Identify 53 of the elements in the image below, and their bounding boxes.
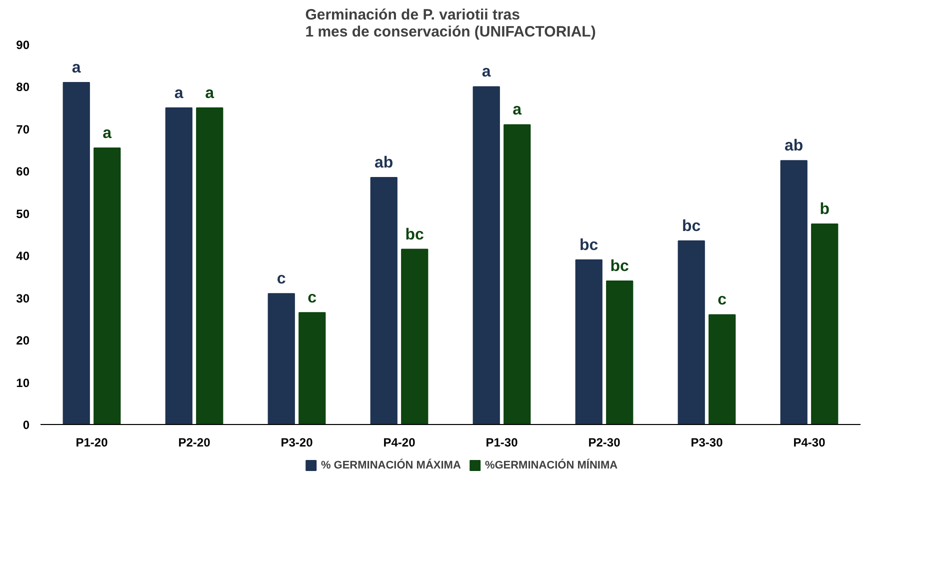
x-tick-label: P1-20 <box>76 436 108 450</box>
chart-title: Germinación de P. variotii tras 1 mes de conservación (UNIFACTORIAL) <box>305 6 596 40</box>
bar <box>678 240 705 424</box>
data-label: a <box>174 84 184 102</box>
bar <box>811 223 838 424</box>
data-label: bc <box>610 258 630 275</box>
y-tick-label: 10 <box>16 376 30 390</box>
bar <box>94 147 121 424</box>
data-label: ab <box>374 154 394 172</box>
data-label: bc <box>580 236 598 254</box>
data-label: c <box>276 270 286 288</box>
y-tick-label: 0 <box>22 418 30 432</box>
data-label: c <box>308 290 317 307</box>
bar <box>780 160 808 424</box>
bar <box>62 82 90 424</box>
bar <box>575 259 602 424</box>
x-tick-label: P4-20 <box>383 436 416 450</box>
legend-label: % GERMINACIÓN MÁXIMA <box>320 458 461 472</box>
y-tick-label: 20 <box>16 334 30 348</box>
bar <box>708 314 736 424</box>
x-tick-label: P1-30 <box>486 436 518 450</box>
x-tick-label: P2-20 <box>178 436 211 450</box>
y-tick-label: 90 <box>16 38 30 52</box>
data-label: bc <box>405 226 424 244</box>
x-tick-label: P4-30 <box>793 436 826 450</box>
bar <box>298 312 326 424</box>
bar <box>268 293 295 424</box>
data-label: a <box>205 84 214 102</box>
legend-label: %GERMINACIÓN MÍNIMA <box>484 458 618 472</box>
y-tick-label: 40 <box>16 249 30 264</box>
y-tick-label: 70 <box>16 122 30 136</box>
data-label: ab <box>784 138 804 155</box>
data-label: a <box>482 64 491 81</box>
data-label: a <box>102 124 112 142</box>
x-tick-label: P2-30 <box>588 436 621 450</box>
data-label: b <box>820 200 830 218</box>
y-tick-label: 80 <box>16 80 30 94</box>
data-label: a <box>72 60 81 76</box>
bar <box>165 107 192 424</box>
y-tick-label: 60 <box>16 164 30 179</box>
bar <box>401 248 428 424</box>
data-label: a <box>512 102 522 119</box>
y-tick-label: 50 <box>16 206 30 221</box>
data-label: c <box>718 292 727 309</box>
bar <box>370 177 398 424</box>
x-tick-label: P3-30 <box>690 436 724 450</box>
bar <box>504 124 531 424</box>
bar <box>472 86 500 424</box>
bar <box>606 280 634 424</box>
y-tick-label: 30 <box>16 291 30 306</box>
x-tick-label: P3-20 <box>280 436 314 450</box>
bar <box>196 107 224 424</box>
data-label: bc <box>682 218 701 235</box>
